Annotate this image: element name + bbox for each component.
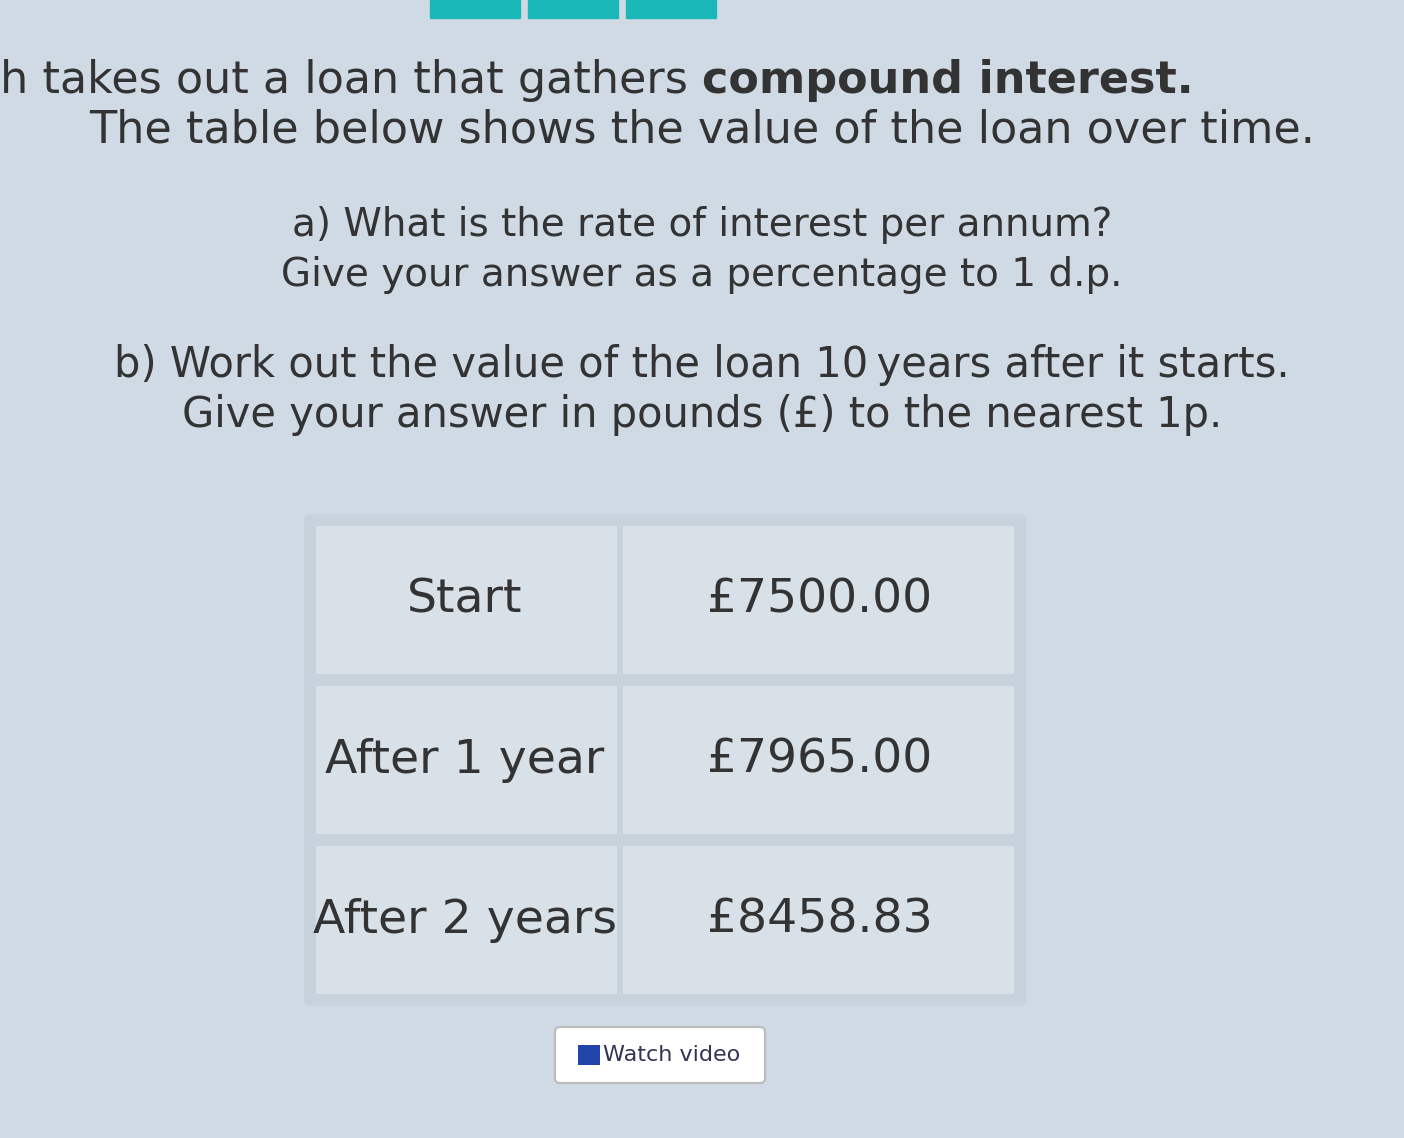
Text: b) Work out the value of the loan 10 years after it starts.: b) Work out the value of the loan 10 yea… <box>114 344 1290 386</box>
Bar <box>623 846 1014 993</box>
Text: Give your answer as a percentage to 1 d.p.: Give your answer as a percentage to 1 d.… <box>281 256 1123 294</box>
Text: Give your answer in pounds (£) to the nearest 1p.: Give your answer in pounds (£) to the ne… <box>183 394 1221 436</box>
Bar <box>578 1045 600 1065</box>
FancyBboxPatch shape <box>305 514 1026 1006</box>
Text: The table below shows the value of the loan over time.: The table below shows the value of the l… <box>88 108 1316 151</box>
Bar <box>316 686 616 834</box>
Text: After 2 years: After 2 years <box>313 898 616 942</box>
Text: £8458.83: £8458.83 <box>708 898 932 942</box>
Text: compound interest.: compound interest. <box>702 58 1193 101</box>
Text: £7500.00: £7500.00 <box>708 577 932 622</box>
Bar <box>528 0 618 18</box>
Text: Joseph takes out a loan that gathers: Joseph takes out a loan that gathers <box>0 58 702 101</box>
Bar <box>430 0 519 18</box>
Text: Watch video: Watch video <box>604 1045 741 1065</box>
Bar <box>623 526 1014 674</box>
Bar <box>626 0 716 18</box>
Bar <box>316 846 616 993</box>
Text: £7965.00: £7965.00 <box>708 737 932 783</box>
FancyBboxPatch shape <box>555 1026 765 1083</box>
Bar <box>623 686 1014 834</box>
Bar <box>316 526 616 674</box>
Text: Start: Start <box>407 577 522 622</box>
Text: After 1 year: After 1 year <box>326 737 605 783</box>
Text: a) What is the rate of interest per annum?: a) What is the rate of interest per annu… <box>292 206 1112 244</box>
